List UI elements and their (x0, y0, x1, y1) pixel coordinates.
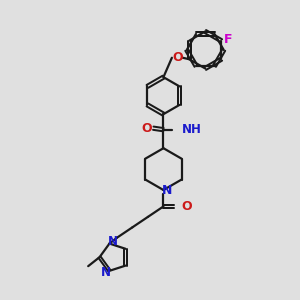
Text: N: N (162, 184, 172, 197)
Text: N: N (100, 266, 111, 279)
Text: NH: NH (182, 123, 202, 136)
Text: F: F (224, 33, 232, 46)
Text: O: O (182, 200, 192, 213)
Text: O: O (141, 122, 152, 135)
Text: N: N (108, 235, 118, 248)
Text: O: O (172, 51, 183, 64)
